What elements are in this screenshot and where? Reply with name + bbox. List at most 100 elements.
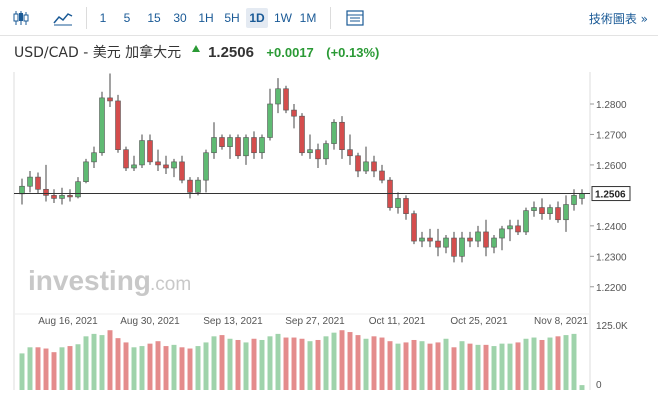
candle [171, 161, 177, 169]
volume-bar [283, 337, 289, 390]
volume-bar [131, 347, 137, 390]
volume-bar [163, 346, 169, 390]
candle [83, 161, 89, 182]
volume-bar [91, 333, 97, 390]
volume-bar [483, 344, 489, 390]
candle [291, 109, 297, 117]
candle [19, 185, 25, 195]
candle [531, 207, 537, 211]
candle [155, 161, 161, 166]
candle [419, 237, 425, 242]
volume-bar [51, 352, 57, 390]
candle [443, 237, 449, 248]
volume-bar [451, 347, 457, 390]
candle [27, 176, 33, 187]
volume-bar [291, 337, 297, 390]
interval-1m[interactable]: 1M [299, 11, 317, 25]
candle [115, 100, 121, 150]
volume-tick-label: 0 [596, 380, 602, 391]
interval-1w[interactable]: 1W [274, 11, 292, 25]
volume-bar [539, 339, 545, 390]
candle [163, 164, 169, 169]
up-arrow-icon [191, 44, 200, 52]
volume-bar [331, 332, 337, 390]
volume-bar [531, 337, 537, 390]
area-chart-icon[interactable] [50, 8, 76, 28]
candle [307, 149, 313, 154]
volume-bar [547, 337, 553, 390]
candle [331, 121, 337, 144]
candle [107, 97, 113, 102]
candle [147, 140, 153, 163]
volume-bar [563, 335, 569, 390]
y-tick-label: 1.2700 [596, 130, 627, 141]
x-tick-label: Nov 8, 2021 [534, 316, 588, 327]
candle [539, 207, 545, 214]
chart-toolbar: 1 5 15 30 1H 5H 1D 1W 1M 技術圖表 » [0, 0, 658, 36]
volume-bar [347, 332, 353, 390]
volume-bar [459, 341, 465, 390]
volume-bar [499, 343, 505, 390]
interval-1[interactable]: 1 [99, 11, 107, 25]
volume-bar [171, 344, 177, 390]
interval-5[interactable]: 5 [123, 11, 131, 25]
candle [507, 225, 513, 230]
volume-bar [555, 336, 561, 390]
volume-bar [411, 339, 417, 390]
volume-bar [427, 343, 433, 390]
y-tick-label: 1.2400 [596, 222, 627, 233]
interval-5h[interactable]: 5H [224, 11, 240, 25]
candle [211, 137, 217, 154]
volume-bar [59, 347, 65, 390]
candle [219, 137, 225, 147]
candle [355, 155, 361, 172]
volume-bar [355, 335, 361, 390]
volume-bar [371, 336, 377, 390]
x-tick-label: Aug 30, 2021 [120, 316, 180, 327]
technical-chart-link[interactable]: 技術圖表 » [588, 12, 648, 26]
volume-bar [275, 333, 281, 390]
volume-bar [211, 336, 217, 390]
volume-bar [315, 339, 321, 390]
volume-bar [227, 338, 233, 390]
candle [275, 88, 281, 105]
instrument-name: USD/CAD - 美元 加拿大元 [14, 45, 182, 61]
volume-bar [571, 333, 577, 390]
volume-bar [475, 344, 481, 390]
volume-bar [259, 339, 265, 390]
candles-group [19, 73, 585, 263]
candle [187, 179, 193, 193]
x-tick-label: Oct 25, 2021 [450, 316, 508, 327]
price-change-percent: (+0.13%) [326, 44, 380, 60]
volume-bar [115, 338, 121, 390]
volume-bar [267, 336, 273, 390]
candle [347, 149, 353, 157]
volume-bar [467, 343, 473, 390]
volume-tick-label: 125.0K [596, 321, 628, 332]
volume-bar [187, 348, 193, 390]
volume-bar [123, 342, 129, 390]
price-chart[interactable]: investing .com 1.2800 1.2700 1.2600 1.2400 1.2… [0, 70, 658, 400]
y-tick-label: 1.2200 [596, 283, 627, 294]
interval-1d[interactable]: 1D [246, 8, 268, 28]
candle [179, 161, 185, 181]
candlestick-chart-icon[interactable] [8, 8, 34, 28]
y-tick-label: 1.2300 [596, 252, 627, 263]
candle [235, 137, 241, 157]
candle [259, 137, 265, 154]
volume-bar [35, 347, 41, 390]
quote-header: USD/CAD - 美元 加拿大元 1.2506 +0.0017 (+0.13%… [14, 42, 379, 64]
candle [227, 137, 233, 147]
interval-15[interactable]: 15 [147, 11, 161, 25]
y-tick-label: 1.2600 [596, 161, 627, 172]
volume-bar [83, 336, 89, 390]
x-tick-label: Sep 27, 2021 [285, 316, 345, 327]
candle [195, 179, 201, 193]
candle [283, 88, 289, 111]
candle [243, 137, 249, 157]
interval-1h[interactable]: 1H [198, 11, 214, 25]
candle [547, 207, 553, 214]
data-table-icon[interactable] [343, 8, 367, 28]
candle [339, 121, 345, 150]
interval-30[interactable]: 30 [173, 11, 187, 25]
